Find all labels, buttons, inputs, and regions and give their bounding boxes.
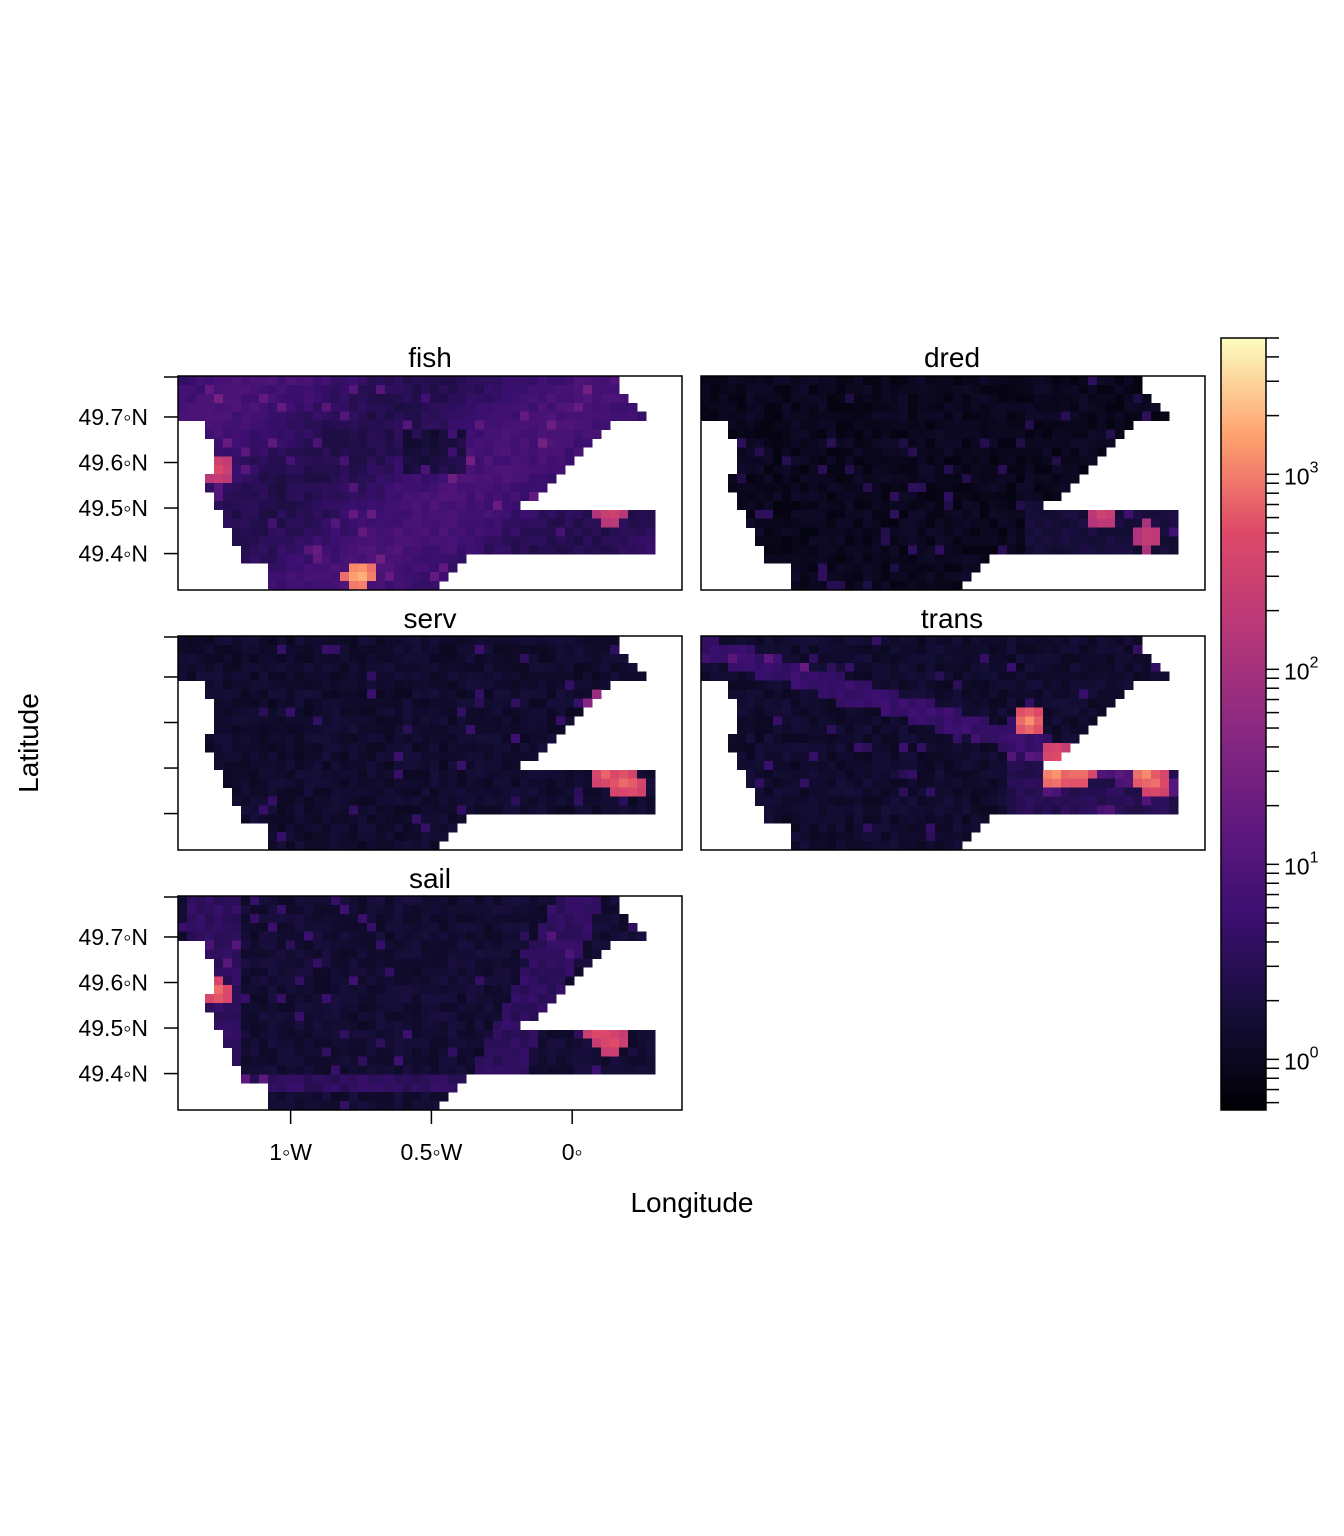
y-axis-label: Latitude xyxy=(13,693,44,793)
y-tick-label: 49.6◦N xyxy=(78,450,148,476)
panel-frame-serv xyxy=(177,635,683,851)
panel-frame-fish xyxy=(177,375,683,591)
x-tick-label: 0.5◦W xyxy=(400,1139,462,1165)
panel-frame-trans xyxy=(700,635,1206,851)
colorbar-tick-label: 100 xyxy=(1284,1044,1319,1074)
heatmap-cells-dred xyxy=(701,376,1179,591)
x-axis-label: Longitude xyxy=(630,1187,753,1218)
panel-trans xyxy=(700,635,1206,851)
y-tick-label: 49.4◦N xyxy=(78,541,148,567)
y-tick-label: 49.6◦N xyxy=(78,970,148,996)
heatmap-cells-fish xyxy=(178,376,656,591)
panel-dred xyxy=(700,375,1206,591)
panel-frame-sail xyxy=(177,895,683,1111)
y-tick-label: 49.5◦N xyxy=(78,495,148,521)
x-tick-label: 0◦ xyxy=(562,1139,583,1165)
panel-title-dred: dred xyxy=(924,342,980,373)
panel-title-serv: serv xyxy=(404,603,457,634)
y-tick-label: 49.4◦N xyxy=(78,1061,148,1087)
colorbar-tick-label: 101 xyxy=(1284,849,1319,879)
x-tick-label: 1◦W xyxy=(269,1139,312,1165)
panel-sail xyxy=(177,895,683,1111)
panel-serv xyxy=(177,635,683,851)
panel-title-sail: sail xyxy=(409,863,451,894)
heatmap-cells-trans xyxy=(701,636,1179,851)
y-tick-label: 49.7◦N xyxy=(78,924,148,950)
y-tick-label: 49.7◦N xyxy=(78,404,148,430)
colorbar xyxy=(1220,337,1267,1111)
y-tick-label: 49.5◦N xyxy=(78,1015,148,1041)
heatmap-cells-sail xyxy=(178,896,656,1111)
heatmap-cells-serv xyxy=(178,636,656,851)
panel-fish xyxy=(177,375,683,591)
panel-frame-dred xyxy=(700,375,1206,591)
panel-title-fish: fish xyxy=(408,342,452,373)
colorbar-tick-label: 103 xyxy=(1284,459,1319,489)
panel-title-trans: trans xyxy=(921,603,983,634)
colorbar-tick-label: 102 xyxy=(1284,654,1319,684)
